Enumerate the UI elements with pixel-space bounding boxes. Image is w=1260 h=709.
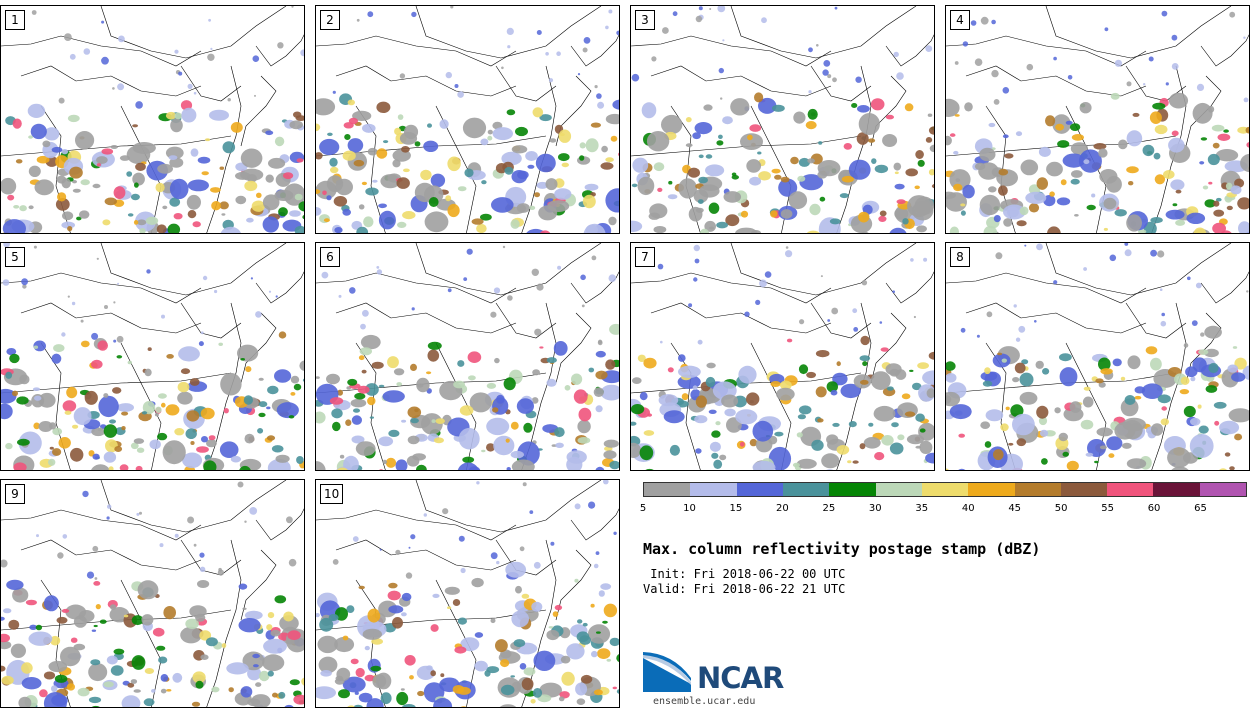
colorbar-tick-labels: 5 10 15 20 25 30 35 40 45 50 55 60 65	[639, 503, 1247, 517]
colorbar-tick-label: 65	[1194, 503, 1207, 514]
map-canvas	[1, 243, 304, 470]
colorbar-tick-label: 35	[915, 503, 929, 514]
ncar-logo-wordmark: NCAR	[697, 661, 784, 695]
member-number: 6	[320, 247, 340, 267]
member-panel-1: 1	[0, 5, 305, 234]
map-canvas	[631, 6, 934, 233]
member-panel-3: 3	[630, 5, 935, 234]
website-url: ensemble.ucar.edu	[653, 696, 756, 707]
member-panel-10: 10	[315, 479, 620, 708]
colorbar-swatch	[1107, 483, 1154, 496]
map-canvas	[316, 480, 619, 707]
colorbar-swatch	[782, 483, 830, 496]
reflectivity-colorbar	[643, 482, 1247, 497]
colorbar-tick-label: 5	[639, 503, 647, 514]
member-number: 2	[320, 10, 340, 30]
colorbar-swatch	[875, 483, 922, 496]
member-panel-5: 5	[0, 242, 305, 471]
colorbar-tick-label: 15	[729, 503, 743, 514]
map-canvas	[316, 243, 619, 470]
member-panel-7: 7	[630, 242, 935, 471]
colorbar-tick-label: 50	[1054, 503, 1068, 514]
colorbar-tick-label: 60	[1147, 503, 1161, 514]
valid-time: Valid: Fri 2018-06-22 21 UTC	[643, 582, 846, 596]
member-number: 1	[5, 10, 25, 30]
colorbar-swatch	[1153, 483, 1200, 496]
plot-title: Max. column reflectivity postage stamp (…	[643, 540, 1041, 558]
map-canvas	[1, 480, 304, 707]
colorbar-tick-label: 45	[1008, 503, 1022, 514]
colorbar-swatch	[690, 483, 737, 496]
member-panel-4: 4	[945, 5, 1250, 234]
colorbar-swatch	[1060, 483, 1108, 496]
member-number: 3	[635, 10, 655, 30]
colorbar-tick-label: 30	[868, 503, 882, 514]
member-number: 4	[950, 10, 970, 30]
colorbar-tick-label: 10	[683, 503, 696, 514]
init-time: Init: Fri 2018-06-22 00 UTC	[643, 567, 846, 581]
member-number: 8	[950, 247, 970, 267]
map-canvas	[631, 243, 934, 470]
colorbar-swatch	[644, 483, 691, 496]
member-number: 10	[320, 484, 344, 504]
colorbar-swatch	[829, 483, 876, 496]
colorbar-tick-label: 55	[1101, 503, 1114, 514]
member-number: 5	[5, 247, 25, 267]
member-panel-8: 8	[945, 242, 1250, 471]
map-canvas	[1, 6, 304, 233]
member-number: 7	[635, 247, 655, 267]
member-panel-9: 9	[0, 479, 305, 708]
member-panel-2: 2	[315, 5, 620, 234]
member-number: 9	[5, 484, 25, 504]
colorbar-tick-label: 40	[961, 503, 975, 514]
colorbar-swatch	[736, 483, 783, 496]
colorbar-tick-label: 25	[822, 503, 836, 514]
colorbar-swatch	[921, 483, 969, 496]
colorbar-tick-label: 20	[776, 503, 789, 514]
map-canvas	[316, 6, 619, 233]
colorbar-swatch	[968, 483, 1015, 496]
colorbar-swatch	[1199, 483, 1247, 496]
colorbar-swatch	[1014, 483, 1061, 496]
ncar-logo-icon	[643, 652, 691, 692]
map-canvas	[946, 6, 1249, 233]
member-panel-6: 6	[315, 242, 620, 471]
map-canvas	[946, 243, 1249, 470]
